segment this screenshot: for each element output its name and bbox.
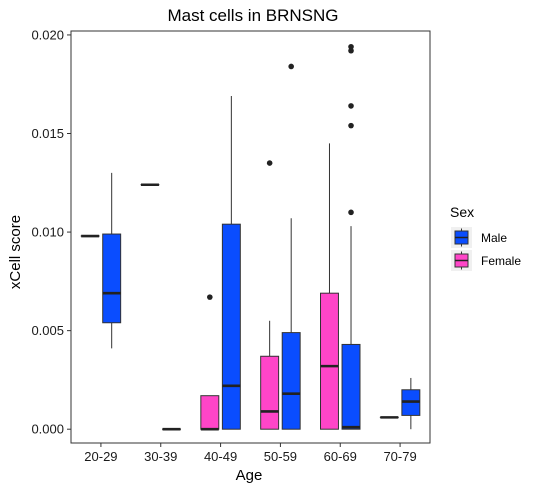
outlier-point [288, 63, 294, 70]
outlier-point [266, 160, 273, 166]
y-tick-label: 0.000 [31, 422, 64, 437]
y-tick-label: 0.020 [31, 27, 64, 42]
x-tick-label: 60-69 [324, 449, 357, 464]
x-axis: 20-29 30-39 40-49 50-59 60-69 70-79 [84, 443, 417, 464]
legend-label-female: Female [481, 254, 521, 268]
box-body [200, 395, 220, 430]
legend-label-male: Male [481, 231, 507, 245]
box-female-50-59 [260, 160, 280, 430]
x-tick-label: 30-39 [144, 449, 177, 464]
box-female-60-69 [320, 143, 339, 430]
outlier-point [348, 103, 354, 109]
box-body [102, 233, 122, 324]
x-tick-label: 20-29 [84, 449, 117, 464]
y-axis-title: xCell score [7, 215, 24, 289]
box-body [320, 292, 339, 430]
box-male-20-29 [102, 172, 122, 349]
x-tick-label: 50-59 [264, 449, 297, 464]
y-axis: 0.000 0.005 0.010 0.015 0.020 [31, 27, 71, 437]
box-female-40-49 [200, 294, 220, 431]
box-male-50-59 [281, 63, 301, 430]
box-male-40-49 [221, 96, 241, 430]
chart-marks [80, 43, 421, 431]
chart-title: Mast cells in BRNSNG [168, 6, 339, 25]
legend-title: Sex [450, 204, 474, 220]
outlier-point [348, 47, 354, 54]
box-body [341, 343, 361, 430]
x-tick-label: 70-79 [383, 449, 416, 464]
plot-panel [70, 30, 431, 444]
box-body [260, 355, 280, 430]
box-body [221, 223, 241, 430]
y-tick-label: 0.015 [31, 126, 64, 141]
outlier-point [207, 294, 213, 300]
legend: Sex Male Female [450, 204, 521, 271]
outlier-point [348, 122, 354, 129]
box-male-60-69 [341, 43, 361, 430]
outlier-point [348, 209, 354, 216]
box-body [281, 332, 301, 430]
y-tick-label: 0.005 [31, 323, 64, 338]
y-tick-label: 0.010 [31, 225, 64, 240]
box-male-70-79 [401, 377, 421, 430]
x-tick-label: 40-49 [204, 449, 237, 464]
outlier-point [348, 43, 354, 50]
x-axis-title: Age [236, 467, 263, 484]
